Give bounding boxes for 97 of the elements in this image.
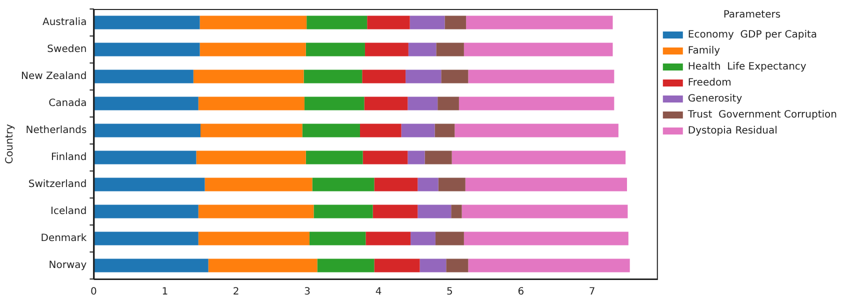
bar (452, 150, 626, 164)
x-tick-label: 2 (232, 286, 240, 298)
legend-label: Health Life Expectancy (688, 62, 806, 73)
bar (200, 16, 307, 30)
bar (462, 204, 628, 218)
bar (410, 232, 436, 246)
bar (438, 96, 459, 110)
bar (312, 178, 374, 192)
bar (94, 16, 200, 30)
bar (309, 232, 366, 246)
bar (406, 70, 442, 84)
y-tick-label: Iceland (50, 206, 87, 218)
bar (198, 232, 310, 246)
bar (408, 42, 436, 56)
legend-label: Generosity (688, 94, 742, 105)
x-tick-label: 1 (162, 286, 168, 298)
y-tick-label: Denmark (40, 233, 87, 244)
legend-label: Family (688, 46, 720, 57)
bar (94, 150, 196, 164)
bar (94, 204, 198, 218)
legend-label: Economy GDP per Capita (688, 30, 818, 41)
bar (94, 70, 194, 84)
bar (306, 42, 365, 56)
bar (302, 124, 360, 138)
bar (94, 258, 208, 272)
bar (306, 150, 363, 164)
bar (458, 96, 614, 110)
y-tick-label: Canada (48, 98, 87, 110)
y-tick-label: Australia (42, 17, 87, 28)
bar (198, 96, 304, 110)
bar (94, 232, 198, 246)
bar (454, 124, 618, 138)
bar (94, 96, 198, 110)
bar (408, 96, 438, 110)
bar (367, 16, 410, 30)
y-tick-label: Norway (48, 260, 87, 272)
bar (94, 178, 205, 192)
bar (410, 16, 445, 30)
bar (408, 150, 425, 164)
bar (200, 124, 302, 138)
bar (418, 204, 452, 218)
bar (193, 70, 304, 84)
bar (372, 204, 418, 218)
bar (436, 42, 464, 56)
bar (420, 258, 446, 272)
y-tick-label: Switzerland (28, 179, 87, 190)
bar (446, 258, 468, 272)
x-tick-label: 4 (375, 286, 382, 298)
bar (306, 16, 368, 30)
bar (401, 124, 435, 138)
bar (418, 178, 438, 192)
bar (466, 16, 613, 30)
legend-label: Dystopia Residual (688, 126, 778, 137)
bar (198, 204, 314, 218)
bar (434, 124, 455, 138)
bar (468, 258, 630, 272)
bar (435, 232, 464, 246)
bar (364, 96, 408, 110)
y-tick-label: Sweden (47, 44, 87, 56)
bar (465, 178, 627, 192)
bar (94, 124, 201, 138)
y-tick-label: Finland (50, 152, 87, 164)
bar (304, 96, 364, 110)
bar (304, 70, 362, 84)
y-tick-label: New Zealand (20, 71, 87, 82)
bar (360, 124, 402, 138)
legend-label: Trust Government Corruption (686, 110, 838, 121)
bar (204, 178, 312, 192)
y-axis-title: Country (4, 124, 16, 164)
bar (441, 70, 468, 84)
x-tick-label: 5 (446, 286, 453, 298)
legend-title: Parameters (723, 10, 781, 21)
bar (468, 70, 614, 84)
bar (314, 204, 373, 218)
bar (464, 42, 613, 56)
bar (374, 258, 420, 272)
bar (196, 150, 306, 164)
y-tick-label: Netherlands (26, 125, 87, 136)
bar (364, 42, 408, 56)
bar (451, 204, 462, 218)
x-tick-label: 0 (90, 286, 97, 298)
bar (317, 258, 374, 272)
bar (94, 42, 200, 56)
bar (366, 232, 411, 246)
legend-label: Freedom (688, 78, 732, 89)
bar (438, 178, 466, 192)
x-tick-label: 7 (588, 286, 596, 298)
bar (424, 150, 452, 164)
bar (362, 70, 406, 84)
x-tick-label: 3 (304, 286, 310, 298)
bar (208, 258, 318, 272)
x-tick-label: 6 (518, 286, 524, 298)
bar (200, 42, 306, 56)
bar (362, 150, 408, 164)
bar (464, 232, 628, 246)
bar (374, 178, 418, 192)
bar (444, 16, 466, 30)
